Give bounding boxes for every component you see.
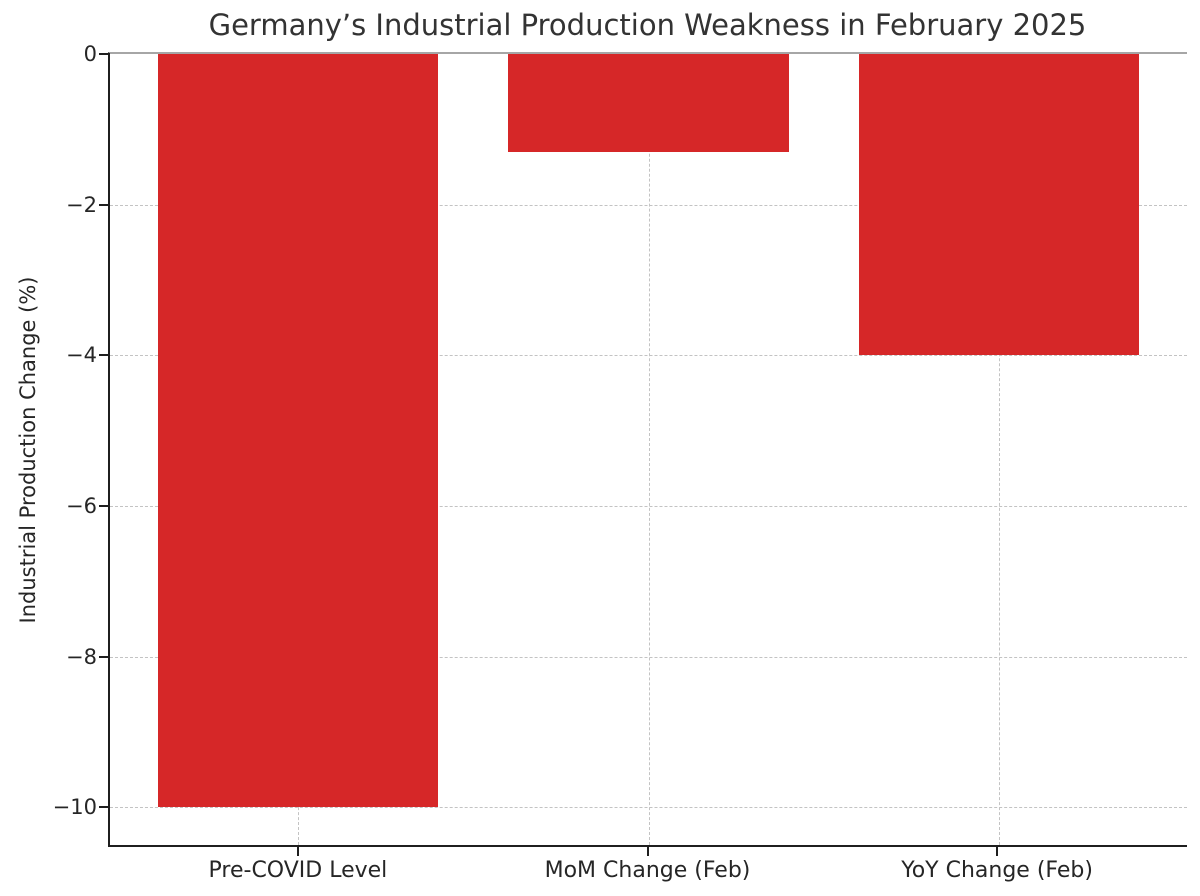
y-tick-mark (99, 203, 110, 206)
bar-yoy-change-feb (858, 54, 1139, 356)
y-tick-mark (99, 53, 110, 55)
bar-pre-covid-level (158, 54, 439, 808)
y-tick-label: −8 (66, 644, 97, 669)
y-tick-label: −2 (66, 192, 97, 217)
v-gridline (998, 54, 1000, 845)
x-tick-label: Pre-COVID Level (208, 858, 388, 883)
y-axis-label: Industrial Production Change (%) (16, 276, 40, 624)
y-tick-mark (99, 354, 110, 357)
x-tick-mark (296, 847, 299, 856)
x-tick-label: YoY Change (Feb) (901, 858, 1093, 883)
x-tick-label: MoM Change (Feb) (544, 858, 751, 883)
x-tick-mark (646, 847, 649, 856)
y-tick-mark (99, 505, 110, 507)
y-tick-label: −4 (66, 343, 97, 368)
y-tick-label: −10 (52, 795, 97, 820)
plot-area (108, 52, 1187, 847)
chart-title: Germany’s Industrial Production Weakness… (208, 8, 1087, 42)
y-tick-mark (99, 655, 110, 658)
bar-mom-change-feb (508, 54, 789, 152)
y-tick-mark (99, 806, 110, 809)
y-tick-label: −6 (66, 494, 97, 518)
y-tick-label: 0 (83, 42, 97, 66)
x-tick-mark (996, 847, 999, 856)
v-gridline (648, 54, 650, 845)
